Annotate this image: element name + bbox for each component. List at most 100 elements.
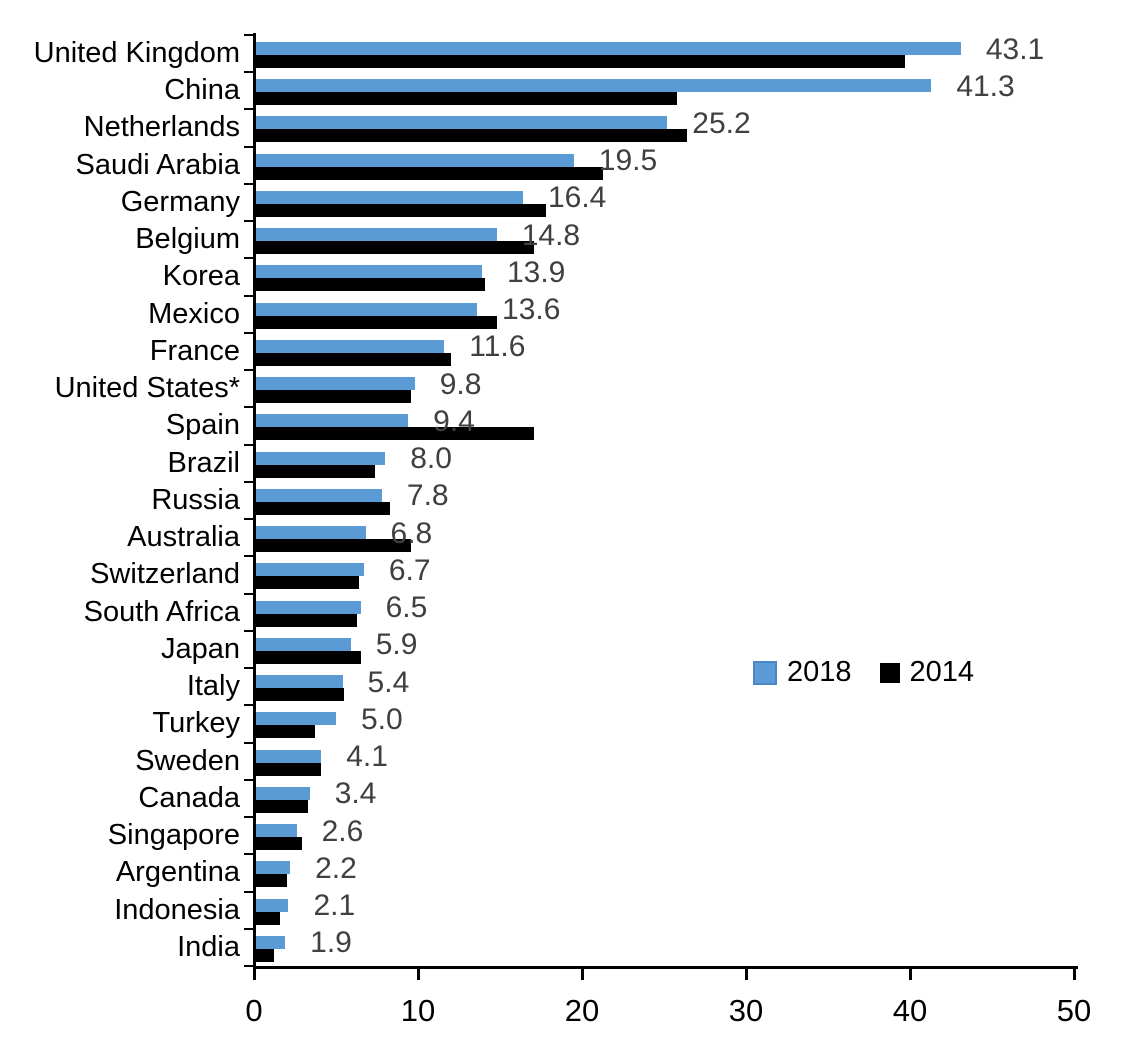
value-label: 4.1 xyxy=(346,740,388,774)
category-label: United Kingdom xyxy=(33,37,240,69)
bar-2018 xyxy=(254,377,415,391)
value-label: 5.0 xyxy=(361,702,403,736)
legend-label-2014: 2014 xyxy=(909,656,975,688)
y-axis-tick xyxy=(244,592,253,595)
legend-entry-2018: 2018 xyxy=(753,656,852,689)
bar-2018 xyxy=(254,488,382,502)
bar-2018 xyxy=(254,563,364,577)
legend: 2018 2014 xyxy=(753,656,974,689)
x-tick-label: 30 xyxy=(728,993,764,1028)
y-axis-tick xyxy=(244,257,253,260)
value-label: 13.6 xyxy=(502,293,561,327)
y-axis-tick xyxy=(244,443,253,446)
category-label: Russia xyxy=(151,483,240,516)
y-axis-tick xyxy=(244,704,253,707)
value-label: 9.4 xyxy=(433,404,475,438)
value-label: 13.9 xyxy=(506,255,566,289)
bar-2014 xyxy=(254,762,322,776)
value-label: 2.6 xyxy=(321,814,364,848)
bar-2018 xyxy=(254,898,289,912)
x-tick-label: 0 xyxy=(245,993,263,1028)
bar-2018 xyxy=(254,749,322,763)
bar-2018 xyxy=(254,451,386,465)
value-label: 3.4 xyxy=(334,777,377,811)
y-axis-tick xyxy=(244,480,253,483)
x-axis-tick xyxy=(745,969,748,980)
y-axis-tick xyxy=(244,182,253,185)
y-axis-tick xyxy=(244,34,253,36)
bar-2014 xyxy=(254,278,486,292)
value-label: 6.8 xyxy=(390,516,433,550)
bar-2014 xyxy=(254,911,281,925)
bar-2014 xyxy=(254,166,604,180)
category-label: Switzerland xyxy=(90,558,240,591)
category-label: Sweden xyxy=(135,744,240,777)
y-axis-tick xyxy=(244,741,253,744)
bar-2014 xyxy=(254,948,274,962)
bar-2018 xyxy=(254,786,310,800)
bar-2018 xyxy=(254,79,932,93)
value-label: 2.1 xyxy=(313,889,356,923)
legend-entry-2014: 2014 xyxy=(879,656,975,689)
bar-2018 xyxy=(254,675,343,689)
bar-2014 xyxy=(254,799,309,813)
bar-2018 xyxy=(254,190,523,204)
bar-2018 xyxy=(254,935,286,949)
bar-2014 xyxy=(254,725,315,739)
bar-2014 xyxy=(254,129,687,143)
bar-2014 xyxy=(254,837,302,851)
bar-2014 xyxy=(254,613,358,627)
category-label: South Africa xyxy=(83,595,240,628)
category-label: France xyxy=(149,334,240,367)
value-label: 2.2 xyxy=(315,851,357,885)
bar-2014 xyxy=(254,688,345,702)
bar-2018 xyxy=(254,637,351,651)
x-tick-label: 10 xyxy=(400,993,436,1028)
bar-2014 xyxy=(254,55,906,68)
category-label: Korea xyxy=(162,260,240,293)
category-label: Saudi Arabia xyxy=(75,148,240,181)
y-axis-tick xyxy=(244,629,253,632)
bar-2018 xyxy=(254,861,291,875)
value-label: 6.7 xyxy=(388,553,431,587)
x-tick-label: 20 xyxy=(564,993,600,1028)
category-label: Germany xyxy=(120,185,240,218)
value-label: 43.1 xyxy=(985,32,1045,66)
bar-2018 xyxy=(254,824,297,838)
bar-2014 xyxy=(254,464,376,478)
bar-2014 xyxy=(254,352,451,366)
value-label: 5.4 xyxy=(367,665,410,699)
y-axis-tick xyxy=(244,331,253,334)
x-axis-tick xyxy=(253,969,256,980)
bar-2018 xyxy=(254,116,668,130)
x-axis-tick xyxy=(581,969,584,980)
category-label: Italy xyxy=(186,670,240,703)
value-label: 19.5 xyxy=(598,144,658,178)
category-label: Spain xyxy=(165,409,240,442)
value-label: 5.9 xyxy=(375,628,418,662)
y-axis-tick xyxy=(244,220,253,223)
x-axis-tick xyxy=(909,969,912,980)
value-label: 1.9 xyxy=(310,926,352,960)
category-label: Indonesia xyxy=(114,893,240,926)
value-label: 8.0 xyxy=(410,442,452,476)
y-axis-tick xyxy=(244,890,253,893)
bar-2014 xyxy=(254,874,287,888)
category-label: Mexico xyxy=(148,297,240,330)
value-label: 25.2 xyxy=(692,106,751,140)
bar-2018 xyxy=(254,526,366,540)
y-axis-tick xyxy=(244,71,253,74)
category-label: Argentina xyxy=(115,856,240,889)
bar-2018 xyxy=(254,228,497,242)
y-axis-tick xyxy=(244,518,253,521)
category-label: Brazil xyxy=(167,446,240,479)
category-label: Canada xyxy=(138,781,240,814)
category-label: Australia xyxy=(127,521,240,554)
bar-2014 xyxy=(254,650,361,664)
y-axis-tick xyxy=(244,555,253,558)
category-label: Netherlands xyxy=(83,111,240,144)
y-axis-tick xyxy=(244,965,253,967)
category-label: Singapore xyxy=(107,819,240,852)
bar-2018 xyxy=(254,42,961,55)
